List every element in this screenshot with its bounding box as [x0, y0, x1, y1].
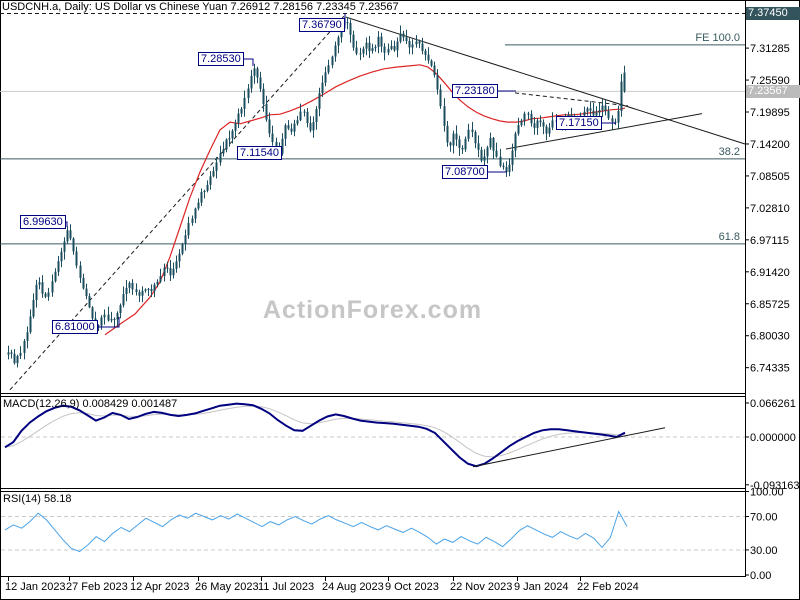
y-axis-tick-label: 7.08505	[750, 171, 790, 183]
price-label[interactable]: 7.36790	[299, 18, 345, 32]
watermark: ActionForex.com	[262, 296, 483, 324]
trendline	[505, 113, 703, 150]
y-axis-tick-label: 7.02810	[750, 203, 790, 215]
y-axis-tick-label: 6.91420	[750, 267, 790, 279]
x-axis-tick-label: 12 Apr 2023	[130, 581, 189, 593]
y-axis-tick-label: 100.00	[750, 487, 784, 499]
rsi-line	[4, 510, 628, 553]
price-label[interactable]: 7.11540	[237, 146, 282, 160]
y-axis-tick-label: 6.85725	[750, 299, 790, 311]
price-label[interactable]: 6.99630	[20, 215, 66, 229]
main-panel-border	[0, 0, 746, 394]
fib-level-label: 38.2	[719, 146, 740, 158]
x-axis-tick-label: 24 Aug 2023	[322, 581, 384, 593]
moving-average-line	[104, 64, 626, 336]
y-axis-tick-label: 0.00	[750, 570, 771, 582]
price-label-connector	[98, 317, 120, 328]
fib-level-label: 61.8	[719, 231, 740, 243]
y-axis-tick-label: 6.80030	[750, 331, 790, 343]
fib-level-label: FE 100.0	[695, 32, 740, 44]
trendline	[345, 16, 746, 145]
y-axis-tick-label: 0.066261	[750, 398, 796, 410]
y-axis-tick-label: 30.00	[750, 545, 778, 557]
x-axis-tick-label: 12 Jan 2023	[5, 581, 66, 593]
chart-title: USDCNH.a, Daily: US Dollar vs Chinese Yu…	[2, 1, 399, 13]
y-axis-tick-label: 6.74335	[750, 363, 790, 375]
y-axis-tick-label: 0.000000	[750, 432, 796, 444]
price-label[interactable]: 7.28530	[198, 52, 244, 66]
candles-group	[7, 17, 626, 368]
axis-high-marker: 7.37450	[746, 6, 800, 20]
y-axis-tick-label: 7.25590	[750, 75, 790, 87]
y-axis-tick-label: 7.19895	[750, 107, 790, 119]
price-label-connector	[602, 122, 616, 124]
rsi-label: RSI(14) 58.18	[3, 493, 72, 505]
macd-signal-line	[4, 405, 626, 458]
x-axis-tick-label: 26 May 2023	[195, 581, 259, 593]
macd-panel-border	[0, 396, 746, 489]
price-label[interactable]: 6.81000	[52, 320, 98, 334]
x-axis-tick-label: 9 Jan 2024	[514, 581, 568, 593]
macd-trendline	[472, 427, 666, 468]
trendline	[514, 92, 629, 107]
current-price-marker: 7.23567	[746, 85, 800, 99]
y-axis-tick-label: 7.14200	[750, 139, 790, 151]
x-axis-tick-label: 22 Feb 2024	[577, 581, 639, 593]
macd-line	[4, 402, 626, 468]
y-axis-tick-label: -0.093163	[750, 480, 800, 492]
price-label[interactable]: 7.08700	[442, 165, 488, 179]
price-label[interactable]: 7.23180	[452, 84, 498, 98]
price-label-connector	[244, 58, 254, 66]
macd-label: MACD(12,26,9) 0.008429 0.001487	[3, 398, 178, 410]
price-label[interactable]: 7.17150	[556, 116, 602, 130]
y-axis-tick-label: 6.97115	[750, 235, 789, 247]
x-axis-tick-label: 11 Jul 2023	[258, 581, 314, 593]
y-axis-tick-label: 70.00	[750, 512, 778, 524]
x-axis-tick-label: 22 Nov 2023	[450, 581, 512, 593]
x-axis-tick-label: 27 Feb 2023	[66, 581, 128, 593]
price-label-connector	[66, 221, 68, 227]
x-axis-tick-label: 9 Oct 2023	[385, 581, 439, 593]
y-axis-tick-label: 7.31285	[750, 43, 790, 55]
